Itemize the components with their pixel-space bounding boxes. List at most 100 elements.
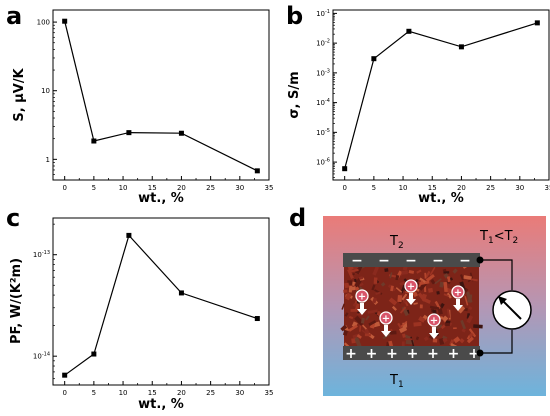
down-arrow-icon bbox=[429, 333, 439, 339]
data-point bbox=[126, 232, 132, 238]
top-electrode bbox=[343, 253, 480, 267]
data-point bbox=[178, 130, 184, 136]
y-tick-label: 10-4 bbox=[316, 98, 330, 107]
film-flake bbox=[373, 277, 378, 284]
film-flake bbox=[432, 338, 438, 343]
film-flake bbox=[341, 303, 346, 310]
film-flake bbox=[351, 338, 356, 344]
data-point bbox=[406, 28, 412, 34]
film-flake bbox=[463, 275, 472, 280]
film-flake bbox=[349, 268, 359, 273]
plot-frame-a bbox=[52, 9, 270, 181]
cold-side-label: T1 bbox=[389, 373, 404, 390]
positive-sign: + bbox=[427, 346, 439, 362]
x-tick-label: 10 bbox=[119, 389, 128, 397]
hole-carrier: + bbox=[427, 313, 441, 339]
panel-c: c 0 5 10 15 20 25 30 35 10-14 10-13 wt., % PF, W… bbox=[6, 204, 273, 412]
y-tick-label: 10-3 bbox=[316, 68, 330, 77]
film-flake bbox=[388, 297, 398, 306]
film-flake bbox=[390, 285, 394, 292]
x-tick-label: 5 bbox=[92, 389, 96, 397]
film-flake bbox=[443, 293, 449, 297]
hole-circle bbox=[404, 279, 418, 293]
panel-letter-d: d bbox=[289, 204, 306, 232]
film-flake bbox=[466, 315, 474, 324]
y-tick-label: 10 bbox=[41, 87, 50, 95]
down-arrow-shaft bbox=[456, 299, 460, 306]
panel-a: a 0 5 10 15 20 25 30 35 1 10 100 wt., % S, µV/K bbox=[6, 2, 273, 206]
bottom-electrode bbox=[343, 346, 480, 360]
film-flake bbox=[443, 271, 450, 274]
film-flake bbox=[344, 312, 349, 317]
hole-carrier: + bbox=[355, 289, 369, 315]
x-tick-label: 0 bbox=[342, 184, 346, 192]
film-flake bbox=[356, 334, 362, 339]
data-point bbox=[534, 20, 540, 26]
x-tick-label: 5 bbox=[92, 184, 96, 192]
y-ticks-b: 10-6 10-5 10-4 10-3 10-2 10-1 bbox=[316, 9, 337, 178]
down-arrow-shaft bbox=[409, 293, 413, 300]
film-flake bbox=[461, 328, 466, 333]
film-flake bbox=[354, 337, 362, 348]
y-tick-label: 10-5 bbox=[316, 128, 330, 137]
film-flake bbox=[399, 320, 408, 328]
film-flake bbox=[435, 324, 443, 330]
film-flake bbox=[430, 279, 436, 285]
film-flake bbox=[354, 265, 363, 275]
x-tick-label: 35 bbox=[545, 184, 550, 192]
film-flake bbox=[427, 287, 434, 293]
external-circuit bbox=[476, 256, 532, 357]
voltmeter-needle bbox=[501, 299, 522, 320]
negative-sign: − bbox=[459, 253, 471, 269]
film-flake bbox=[436, 290, 440, 295]
x-axis-title-a: wt., % bbox=[138, 191, 184, 206]
markers-c bbox=[62, 232, 260, 378]
data-point bbox=[62, 372, 68, 378]
film-flake bbox=[445, 322, 450, 327]
film-flake bbox=[442, 268, 447, 272]
y-tick-label: 10-14 bbox=[33, 352, 50, 361]
hole-plus-sign: + bbox=[358, 292, 366, 303]
film-flake bbox=[459, 274, 465, 281]
x-tick-label: 35 bbox=[265, 184, 274, 192]
y-ticks-a: 1 10 100 bbox=[37, 19, 57, 175]
film-flake bbox=[460, 319, 467, 330]
y-tick-label: 10-6 bbox=[316, 158, 330, 167]
film-flake bbox=[399, 306, 407, 314]
hole-carrier: + bbox=[404, 279, 418, 305]
film-flake bbox=[429, 305, 440, 310]
film-flake bbox=[459, 281, 466, 292]
temperature-condition-label: T1<T2 bbox=[479, 229, 518, 246]
data-point bbox=[178, 290, 184, 296]
series-line-a bbox=[64, 21, 258, 172]
film-flake bbox=[348, 285, 353, 293]
x-tick-label: 10 bbox=[399, 184, 408, 192]
y-axis-title-a: S, µV/K bbox=[12, 67, 27, 121]
film-flake bbox=[424, 272, 427, 279]
film-flake bbox=[415, 336, 420, 341]
film-flake bbox=[368, 319, 377, 326]
hole-plus-sign: + bbox=[382, 314, 390, 325]
hole-carrier: + bbox=[451, 285, 465, 311]
film-flake bbox=[446, 308, 451, 319]
top-electrode-signs: − − − − − bbox=[351, 253, 471, 269]
film-flake bbox=[419, 277, 426, 284]
film-flake bbox=[425, 274, 435, 282]
negative-sign: − bbox=[351, 253, 363, 269]
film-flake bbox=[354, 286, 360, 291]
x-tick-label: 0 bbox=[62, 184, 66, 192]
film-flake bbox=[446, 276, 451, 283]
film-flake bbox=[397, 322, 403, 329]
y-tick-label: 10-2 bbox=[316, 39, 330, 48]
film-flake bbox=[443, 281, 448, 293]
film-flake bbox=[401, 293, 408, 301]
film-flake bbox=[457, 305, 466, 314]
film-flake bbox=[398, 326, 408, 334]
data-point bbox=[342, 166, 348, 172]
x-tick-label: 20 bbox=[177, 184, 186, 192]
y-tick-label: 10-1 bbox=[316, 9, 330, 18]
circuit-wire-bottom bbox=[480, 330, 513, 354]
film-flake bbox=[344, 282, 350, 289]
film-flake bbox=[364, 333, 371, 337]
